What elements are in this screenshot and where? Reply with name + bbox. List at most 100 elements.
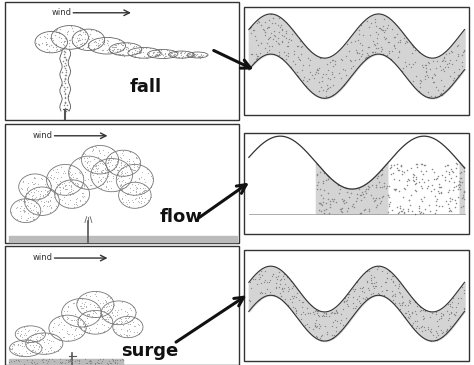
Point	[168, 54, 175, 60]
Point	[126, 160, 133, 166]
Point	[417, 78, 425, 84]
Point	[117, 160, 125, 165]
Point	[398, 300, 406, 306]
Point	[430, 169, 438, 175]
Point	[431, 72, 438, 77]
Point	[438, 316, 445, 322]
Point	[101, 162, 109, 168]
Point	[31, 361, 39, 365]
Point	[122, 333, 129, 338]
Point	[447, 301, 454, 307]
Point	[460, 291, 468, 296]
Point	[408, 310, 416, 316]
Point	[144, 53, 151, 59]
Point	[23, 202, 30, 208]
Point	[34, 208, 41, 214]
Point	[385, 201, 392, 207]
Point	[389, 288, 396, 294]
Point	[78, 305, 85, 311]
Point	[121, 162, 128, 168]
Point	[413, 303, 420, 309]
Point	[397, 36, 404, 42]
Point	[325, 75, 332, 81]
Point	[300, 310, 307, 315]
Point	[367, 272, 374, 277]
Point	[80, 40, 88, 46]
Point	[425, 94, 433, 100]
Point	[130, 315, 138, 320]
Point	[104, 173, 112, 179]
Point	[276, 290, 283, 296]
Point	[384, 192, 392, 197]
Point	[460, 287, 468, 293]
Point	[153, 51, 161, 57]
Point	[117, 332, 125, 338]
Point	[45, 200, 52, 205]
Point	[24, 215, 32, 221]
Point	[196, 53, 203, 59]
Point	[352, 286, 359, 292]
Point	[188, 51, 196, 57]
Point	[413, 73, 420, 78]
Point	[51, 207, 58, 213]
Point	[265, 279, 273, 285]
Point	[299, 304, 306, 310]
Point	[447, 175, 455, 181]
Point	[44, 198, 51, 204]
Point	[439, 312, 447, 318]
Point	[178, 55, 186, 61]
Point	[45, 48, 53, 54]
Point	[159, 53, 167, 58]
Point	[66, 322, 73, 327]
Point	[383, 26, 391, 31]
Point	[47, 42, 55, 47]
Point	[247, 51, 255, 57]
Point	[425, 324, 432, 330]
Point	[71, 335, 78, 341]
Point	[53, 46, 61, 52]
Point	[10, 349, 18, 355]
Point	[82, 177, 89, 183]
Point	[421, 308, 428, 314]
Point	[293, 69, 301, 75]
Point	[57, 39, 65, 45]
Point	[318, 208, 325, 214]
Point	[18, 204, 25, 210]
Point	[272, 274, 279, 280]
Point	[195, 54, 203, 60]
Point	[166, 49, 173, 55]
Point	[120, 162, 128, 168]
Point	[341, 200, 348, 206]
Point	[125, 156, 133, 162]
Point	[411, 187, 419, 193]
Point	[94, 179, 102, 185]
Point	[319, 71, 327, 77]
Point	[76, 304, 84, 310]
Point	[315, 88, 322, 94]
Point	[104, 159, 111, 165]
Point	[369, 280, 376, 286]
Point	[157, 50, 165, 55]
Point	[83, 329, 91, 335]
Point	[399, 194, 406, 200]
Point	[128, 317, 136, 323]
Point	[377, 198, 384, 204]
Point	[65, 205, 73, 211]
Point	[330, 92, 337, 97]
Point	[359, 191, 366, 197]
Point	[105, 186, 112, 192]
Point	[334, 311, 341, 316]
Point	[349, 300, 357, 306]
Point	[419, 316, 427, 322]
Point	[456, 182, 464, 188]
Point	[49, 44, 57, 50]
Point	[66, 38, 74, 43]
Point	[38, 176, 46, 182]
Point	[131, 182, 139, 188]
Point	[309, 310, 316, 315]
Point	[16, 208, 24, 214]
Point	[390, 43, 398, 49]
Point	[56, 181, 64, 187]
Point	[364, 278, 371, 284]
Point	[91, 309, 99, 315]
